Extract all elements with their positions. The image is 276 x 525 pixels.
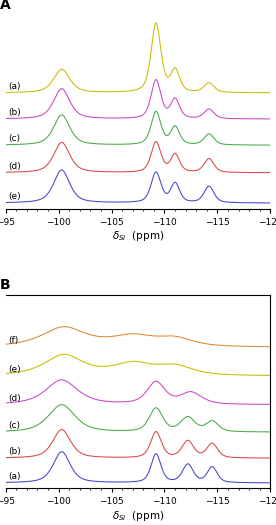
- X-axis label: $\delta_{Si}$  (ppm): $\delta_{Si}$ (ppm): [112, 229, 164, 244]
- Text: (e): (e): [9, 365, 21, 374]
- Text: (c): (c): [9, 421, 21, 430]
- Text: (f): (f): [9, 337, 19, 345]
- Text: A: A: [0, 0, 11, 12]
- Text: B: B: [0, 278, 11, 291]
- Text: (d): (d): [9, 394, 22, 403]
- Text: (a): (a): [9, 82, 21, 91]
- Text: (d): (d): [9, 162, 22, 171]
- Text: (b): (b): [9, 108, 22, 117]
- Text: (e): (e): [9, 192, 21, 201]
- Text: (a): (a): [9, 472, 21, 481]
- Text: (c): (c): [9, 134, 21, 143]
- Text: (b): (b): [9, 447, 22, 456]
- X-axis label: $\delta_{Si}$  (ppm): $\delta_{Si}$ (ppm): [112, 509, 164, 523]
